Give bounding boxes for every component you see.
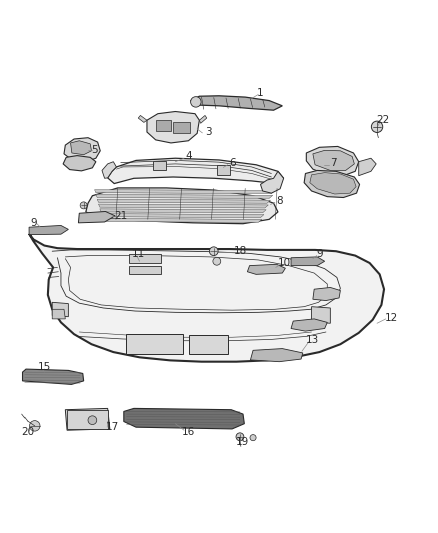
Bar: [217, 165, 230, 175]
Text: 13: 13: [306, 335, 319, 345]
Polygon shape: [86, 188, 278, 224]
Text: 15: 15: [38, 362, 51, 372]
Polygon shape: [95, 190, 275, 193]
Circle shape: [29, 421, 40, 431]
Bar: [130, 254, 161, 263]
Polygon shape: [310, 173, 356, 194]
Text: 20: 20: [21, 427, 35, 438]
Text: 17: 17: [106, 422, 119, 432]
Text: 11: 11: [131, 249, 145, 259]
Circle shape: [250, 434, 256, 441]
Polygon shape: [52, 302, 68, 317]
Text: 16: 16: [182, 426, 195, 437]
Text: 10: 10: [278, 258, 291, 268]
Polygon shape: [247, 264, 286, 274]
Text: 22: 22: [376, 115, 389, 125]
Text: 12: 12: [385, 313, 398, 323]
Polygon shape: [304, 171, 360, 198]
Polygon shape: [199, 116, 207, 123]
Text: 4: 4: [185, 151, 192, 161]
Polygon shape: [311, 306, 330, 323]
Polygon shape: [101, 214, 264, 217]
Text: 21: 21: [114, 211, 127, 221]
Polygon shape: [251, 349, 303, 362]
Text: 9: 9: [30, 218, 37, 228]
Polygon shape: [102, 219, 262, 222]
Polygon shape: [359, 158, 376, 176]
Text: 7: 7: [330, 158, 337, 168]
Polygon shape: [96, 195, 273, 198]
Polygon shape: [102, 161, 117, 179]
Text: 5: 5: [91, 146, 98, 155]
Circle shape: [371, 121, 383, 133]
Polygon shape: [100, 209, 266, 213]
Polygon shape: [29, 225, 68, 235]
Text: 6: 6: [229, 158, 235, 168]
Polygon shape: [291, 319, 327, 331]
Circle shape: [209, 247, 218, 256]
Bar: [127, 334, 183, 354]
Polygon shape: [261, 171, 284, 193]
Polygon shape: [64, 138, 100, 161]
Text: 19: 19: [236, 437, 249, 447]
Polygon shape: [108, 158, 284, 183]
Circle shape: [80, 202, 87, 209]
Polygon shape: [138, 116, 147, 123]
Text: 3: 3: [205, 127, 212, 137]
Polygon shape: [124, 408, 244, 429]
Polygon shape: [22, 369, 84, 384]
Polygon shape: [313, 287, 340, 301]
Circle shape: [236, 433, 244, 441]
Bar: [130, 265, 161, 274]
Polygon shape: [291, 257, 325, 265]
Text: 8: 8: [276, 196, 283, 206]
Bar: [173, 122, 190, 133]
Circle shape: [191, 96, 201, 107]
Text: 18: 18: [233, 246, 247, 256]
Polygon shape: [63, 156, 96, 171]
Polygon shape: [65, 408, 110, 430]
Text: 9: 9: [316, 249, 323, 259]
Polygon shape: [52, 309, 65, 319]
Polygon shape: [306, 147, 359, 176]
Bar: [155, 120, 171, 131]
Circle shape: [88, 416, 97, 425]
Polygon shape: [99, 204, 268, 208]
Polygon shape: [29, 234, 384, 362]
Polygon shape: [78, 212, 115, 223]
Polygon shape: [191, 96, 283, 110]
Polygon shape: [97, 199, 271, 203]
Bar: [67, 410, 108, 429]
Bar: [152, 161, 166, 171]
Bar: [189, 335, 228, 354]
Polygon shape: [147, 111, 199, 143]
Text: 1: 1: [257, 88, 264, 98]
Polygon shape: [71, 141, 92, 155]
Polygon shape: [313, 150, 354, 171]
Circle shape: [213, 257, 221, 265]
